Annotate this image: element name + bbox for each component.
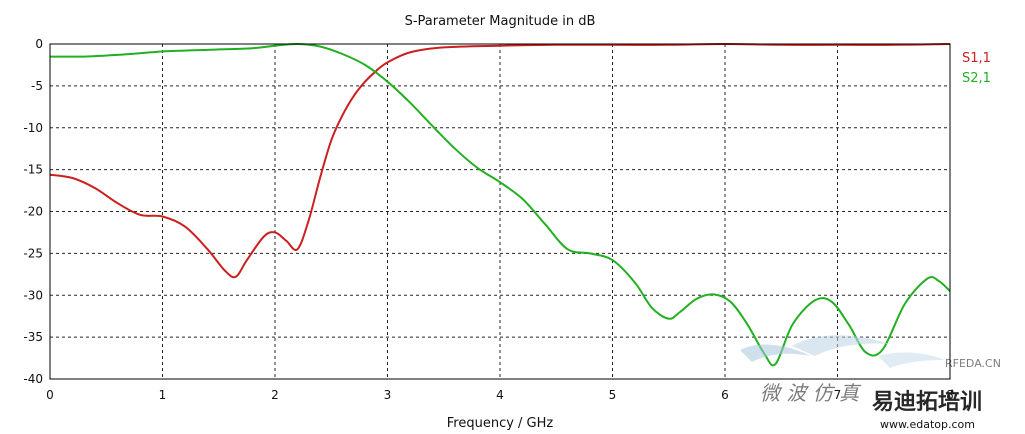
legend: S1,1 S2,1 bbox=[962, 51, 991, 86]
watermark: RFEDA.CN 微 波 仿 真 bbox=[740, 335, 1001, 405]
y-tick-label: -15 bbox=[23, 163, 43, 177]
x-axis-label: Frequency / GHz bbox=[447, 416, 554, 431]
series-line-1 bbox=[49, 43, 951, 279]
x-tick-label: 2 bbox=[271, 388, 279, 402]
x-tick-label: 7 bbox=[834, 388, 842, 402]
watermark-brand: 易迪拓培训 bbox=[872, 389, 982, 415]
bird-logo-icon bbox=[740, 335, 945, 368]
x-tick-label: 5 bbox=[609, 388, 617, 402]
chart-title: S-Parameter Magnitude in dB bbox=[405, 14, 596, 29]
x-tick-label: 8 bbox=[946, 388, 954, 402]
watermark-weibo: 微 波 仿 真 bbox=[760, 381, 862, 405]
y-tick-label: -40 bbox=[23, 372, 43, 386]
y-tick-label: 0 bbox=[35, 37, 43, 51]
watermark-rfeda: RFEDA.CN bbox=[945, 357, 1001, 370]
legend-entry-1: S1,1 bbox=[962, 51, 991, 66]
x-tick-label: 0 bbox=[46, 388, 54, 402]
legend-entry-2: S2,1 bbox=[962, 71, 991, 86]
x-tick-label: 4 bbox=[496, 388, 504, 402]
x-tick-label: 3 bbox=[384, 388, 392, 402]
y-tick-label: -35 bbox=[23, 330, 43, 344]
y-tick-label: -10 bbox=[23, 121, 43, 135]
watermark-url: www.edatop.com bbox=[880, 418, 975, 431]
plot-frame bbox=[49, 43, 951, 380]
x-tick-labels: 0 1 2 3 4 5 6 7 8 bbox=[46, 388, 954, 402]
y-tick-label: -25 bbox=[23, 246, 43, 260]
y-tick-label: -20 bbox=[23, 205, 43, 219]
grid bbox=[50, 44, 950, 379]
y-tick-label: -5 bbox=[31, 79, 43, 93]
y-tick-label: -30 bbox=[23, 288, 43, 302]
x-tick-label: 6 bbox=[721, 388, 729, 402]
x-tick-label: 1 bbox=[159, 388, 167, 402]
y-tick-labels: 0 -5 -10 -15 -20 -25 -30 -35 -40 bbox=[23, 37, 43, 386]
